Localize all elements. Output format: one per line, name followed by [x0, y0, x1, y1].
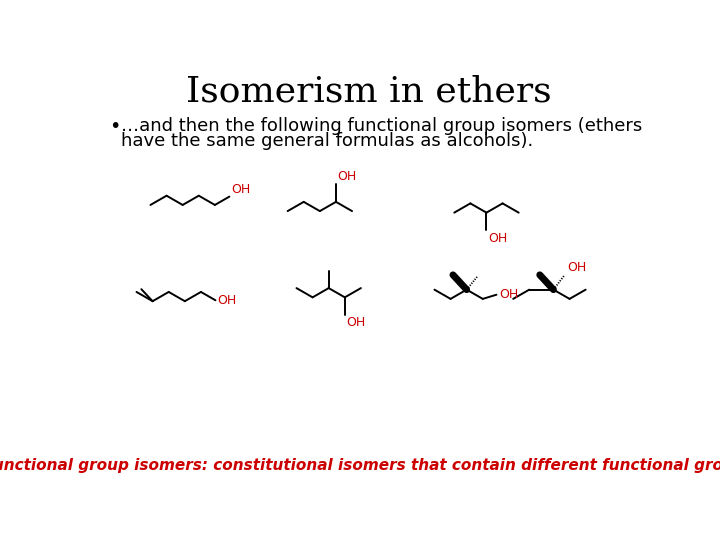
- Text: OH: OH: [231, 183, 250, 196]
- Text: OH: OH: [217, 294, 236, 307]
- Text: OH: OH: [488, 232, 508, 245]
- Text: Functional group isomers: constitutional isomers that contain different function: Functional group isomers: constitutional…: [0, 458, 720, 473]
- Text: OH: OH: [567, 261, 586, 274]
- Text: OH: OH: [499, 288, 518, 301]
- Text: •: •: [109, 117, 121, 136]
- Text: OH: OH: [346, 316, 366, 329]
- Text: …and then the following functional group isomers (ethers: …and then the following functional group…: [121, 117, 642, 135]
- Text: Isomerism in ethers: Isomerism in ethers: [186, 74, 552, 108]
- Text: OH: OH: [338, 170, 356, 183]
- Text: have the same general formulas as alcohols).: have the same general formulas as alcoho…: [121, 132, 534, 150]
